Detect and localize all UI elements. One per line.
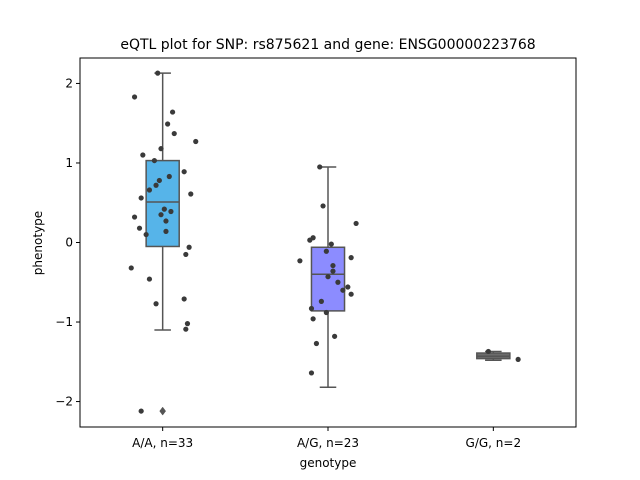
x-tick-label: A/A, n=33 <box>132 436 193 450</box>
data-point <box>181 169 187 175</box>
data-point <box>183 251 189 258</box>
data-point <box>188 191 194 197</box>
y-axis-label: phenotype <box>31 211 45 275</box>
data-point <box>138 408 144 414</box>
data-point <box>158 212 164 218</box>
data-point <box>193 138 199 145</box>
data-point <box>163 228 169 234</box>
data-point <box>307 237 313 243</box>
data-point <box>297 258 303 264</box>
data-point <box>340 287 346 293</box>
data-point <box>317 164 323 170</box>
box-group-2 <box>476 350 511 361</box>
data-point <box>169 109 176 115</box>
data-point <box>181 296 187 302</box>
data-point <box>128 265 134 271</box>
data-point <box>348 255 354 261</box>
data-point <box>310 316 316 322</box>
data-point <box>156 177 162 184</box>
points-group-1 <box>297 164 359 376</box>
data-point <box>330 268 336 274</box>
points-group-0 <box>128 70 199 414</box>
data-point <box>328 241 334 247</box>
x-axis: A/A, n=33 A/G, n=23 G/G, n=2 <box>132 427 521 450</box>
data-point <box>153 301 159 307</box>
data-point <box>325 274 331 280</box>
plot-area <box>128 70 521 416</box>
data-point <box>155 70 161 76</box>
data-point <box>353 220 359 227</box>
box-iqr <box>145 159 180 248</box>
data-point <box>136 225 143 231</box>
data-point <box>183 326 189 332</box>
x-axis-label: genotype <box>300 456 357 470</box>
data-point <box>161 206 167 212</box>
data-point <box>515 356 521 363</box>
outlier-marker <box>159 406 166 416</box>
data-point <box>163 218 169 224</box>
y-tick-label: −2 <box>55 395 73 409</box>
x-tick-label: A/G, n=23 <box>297 436 359 450</box>
y-axis: −2 −1 0 1 2 <box>55 76 80 409</box>
data-point <box>146 187 153 193</box>
box-iqr <box>310 246 346 312</box>
y-tick-label: −1 <box>55 315 73 329</box>
data-point <box>318 298 324 304</box>
data-point <box>323 309 329 316</box>
data-point <box>158 146 164 152</box>
data-point <box>345 284 351 290</box>
data-point <box>313 340 320 347</box>
data-point <box>153 182 159 188</box>
points-group-2 <box>485 348 521 363</box>
data-point <box>323 248 329 254</box>
data-point <box>184 321 191 327</box>
data-point <box>146 276 153 282</box>
y-tick-label: 0 <box>65 236 73 250</box>
data-point <box>308 305 315 312</box>
data-point <box>348 291 354 297</box>
data-point <box>335 279 341 285</box>
chart-title: eQTL plot for SNP: rs875621 and gene: EN… <box>120 37 535 53</box>
y-tick-label: 2 <box>65 76 73 90</box>
data-point <box>151 157 157 164</box>
data-point <box>485 348 491 355</box>
data-point <box>168 208 174 215</box>
data-point <box>330 262 336 269</box>
x-tick-label: G/G, n=2 <box>466 436 522 450</box>
data-point <box>131 214 138 220</box>
data-point <box>171 130 177 137</box>
data-point <box>308 370 315 376</box>
data-point <box>165 121 171 127</box>
data-point <box>140 152 146 158</box>
data-point <box>143 231 149 238</box>
data-point <box>186 244 192 250</box>
data-point <box>320 203 326 209</box>
data-point <box>332 333 338 339</box>
y-tick-label: 1 <box>65 156 73 170</box>
data-point <box>138 195 144 201</box>
box-group-0 <box>145 72 180 416</box>
data-point <box>166 173 172 180</box>
data-point <box>131 94 138 100</box>
